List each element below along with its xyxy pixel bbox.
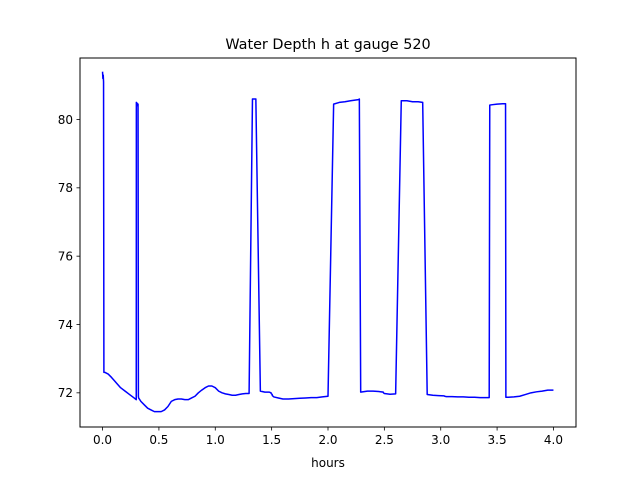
plot-area: 0.0 0.5 1.0 1.5 2.0 2.5 3.0 3.5 4.0 72 74 76 78 80 xyxy=(58,57,577,447)
x-axis-title: hours xyxy=(311,456,345,470)
x-tick-label: 2.0 xyxy=(318,433,337,447)
x-tick-label: 3.5 xyxy=(488,433,507,447)
x-tick-label: 1.5 xyxy=(262,433,281,447)
y-tick-label: 80 xyxy=(58,113,73,127)
x-tick-label: 4.0 xyxy=(544,433,563,447)
chart-title: Water Depth h at gauge 520 xyxy=(225,37,430,53)
x-tick-label: 3.0 xyxy=(431,433,450,447)
y-tick-label: 74 xyxy=(58,318,73,332)
y-tick-label: 78 xyxy=(58,181,73,195)
x-tick-label: 0.0 xyxy=(93,433,112,447)
series-line-0 xyxy=(101,71,554,413)
x-tick-label: 0.5 xyxy=(149,433,168,447)
x-tick-label: 2.5 xyxy=(375,433,394,447)
y-tick-label: 76 xyxy=(58,249,73,263)
y-tick-label: 72 xyxy=(58,386,73,400)
x-tick-label: 1.0 xyxy=(206,433,225,447)
